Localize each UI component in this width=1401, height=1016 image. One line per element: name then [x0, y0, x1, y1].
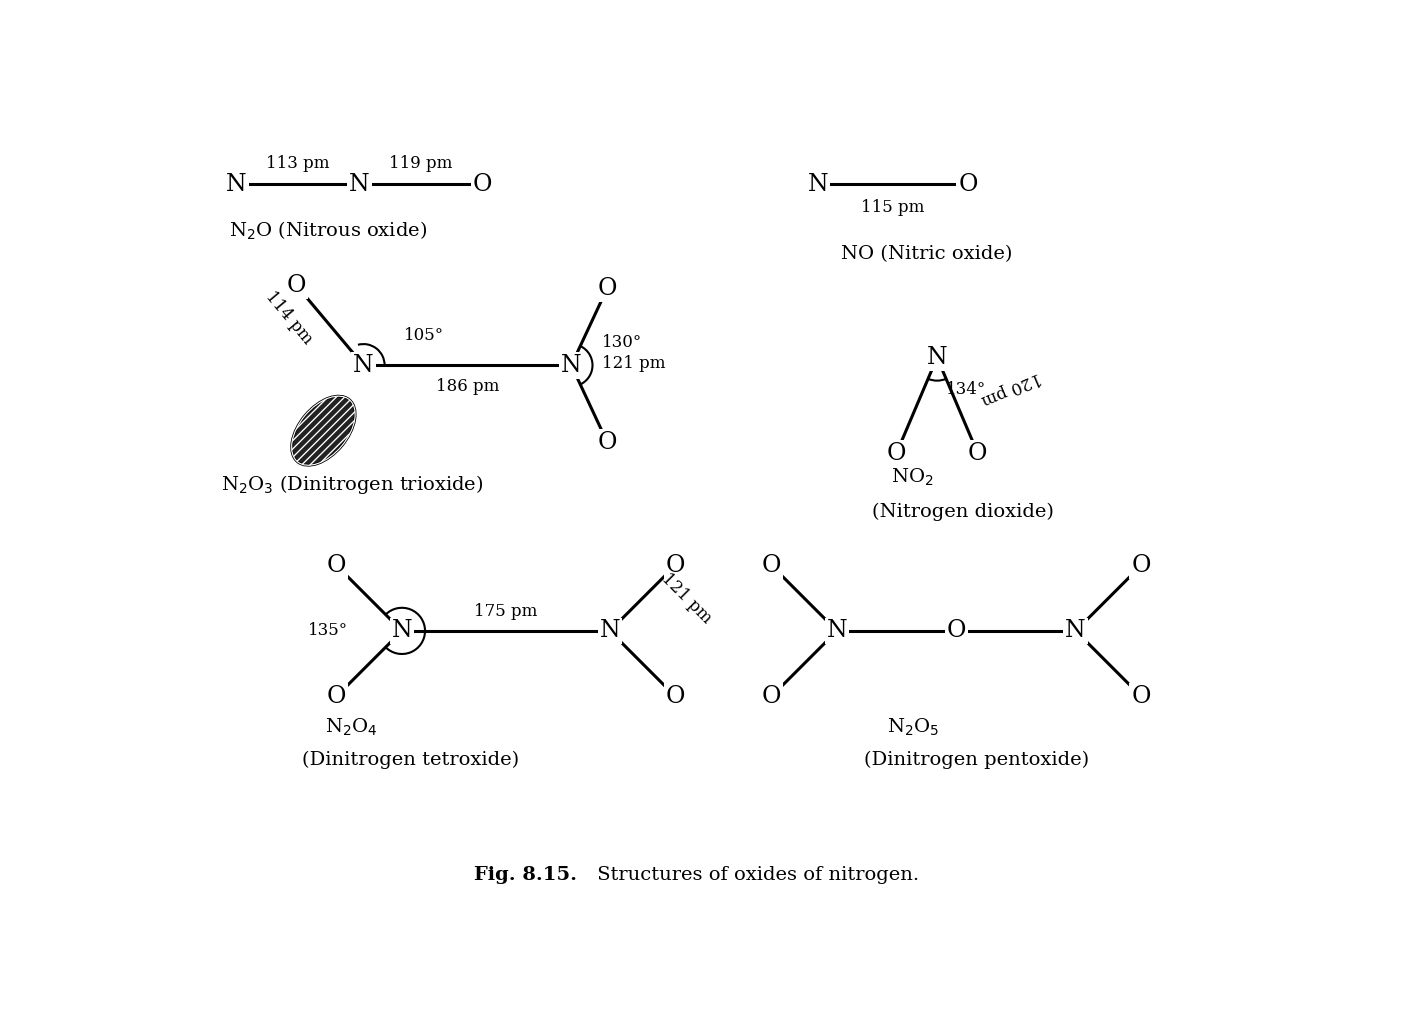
Text: N: N: [560, 354, 581, 377]
Text: 134°: 134°: [946, 381, 986, 398]
Ellipse shape: [291, 396, 356, 465]
Text: 175 pm: 175 pm: [474, 604, 538, 620]
Text: O: O: [762, 685, 782, 708]
Text: 120 pm: 120 pm: [979, 368, 1044, 408]
Text: O: O: [665, 685, 685, 708]
Text: (Dinitrogen pentoxide): (Dinitrogen pentoxide): [864, 751, 1089, 769]
Text: O: O: [1131, 554, 1150, 577]
Text: 105°: 105°: [403, 327, 444, 344]
Text: N: N: [807, 173, 828, 196]
Text: (Nitrogen dioxide): (Nitrogen dioxide): [871, 503, 1054, 520]
Text: N: N: [827, 620, 848, 642]
Text: O: O: [287, 274, 307, 297]
Text: N: N: [226, 173, 247, 196]
Text: N$_2$O$_3$ (Dinitrogen trioxide): N$_2$O$_3$ (Dinitrogen trioxide): [221, 473, 483, 496]
Text: N$_2$O$_5$: N$_2$O$_5$: [887, 716, 939, 738]
Text: O: O: [968, 442, 988, 464]
Text: 114 pm: 114 pm: [262, 288, 317, 347]
Text: O: O: [762, 554, 782, 577]
Text: 121 pm: 121 pm: [602, 356, 665, 372]
Text: O: O: [887, 442, 906, 464]
Text: 135°: 135°: [308, 623, 347, 639]
Text: Structures of oxides of nitrogen.: Structures of oxides of nitrogen.: [591, 866, 919, 884]
Text: N: N: [927, 346, 947, 369]
Text: O: O: [1131, 685, 1150, 708]
Text: N: N: [353, 354, 374, 377]
Text: (Dinitrogen tetroxide): (Dinitrogen tetroxide): [301, 751, 518, 769]
Text: N$_2$O (Nitrous oxide): N$_2$O (Nitrous oxide): [228, 219, 427, 242]
Text: O: O: [597, 277, 616, 300]
Text: 186 pm: 186 pm: [436, 378, 499, 395]
Text: N$_2$O$_4$: N$_2$O$_4$: [325, 716, 377, 738]
Text: N: N: [392, 620, 412, 642]
Text: O: O: [597, 431, 616, 453]
Text: N: N: [1065, 620, 1086, 642]
Text: O: O: [665, 554, 685, 577]
Text: O: O: [958, 173, 978, 196]
Text: Fig. 8.15.: Fig. 8.15.: [474, 866, 577, 884]
Text: 121 pm: 121 pm: [658, 570, 715, 627]
Text: O: O: [326, 685, 346, 708]
Text: 119 pm: 119 pm: [389, 155, 453, 172]
Text: O: O: [947, 620, 967, 642]
Text: 115 pm: 115 pm: [862, 199, 925, 215]
Text: NO (Nitric oxide): NO (Nitric oxide): [841, 245, 1012, 262]
Text: O: O: [326, 554, 346, 577]
Text: N: N: [349, 173, 370, 196]
Text: 113 pm: 113 pm: [266, 155, 329, 172]
Text: O: O: [474, 173, 493, 196]
Text: N: N: [600, 620, 621, 642]
Text: NO$_2$: NO$_2$: [891, 466, 933, 488]
Text: 130°: 130°: [602, 333, 643, 351]
